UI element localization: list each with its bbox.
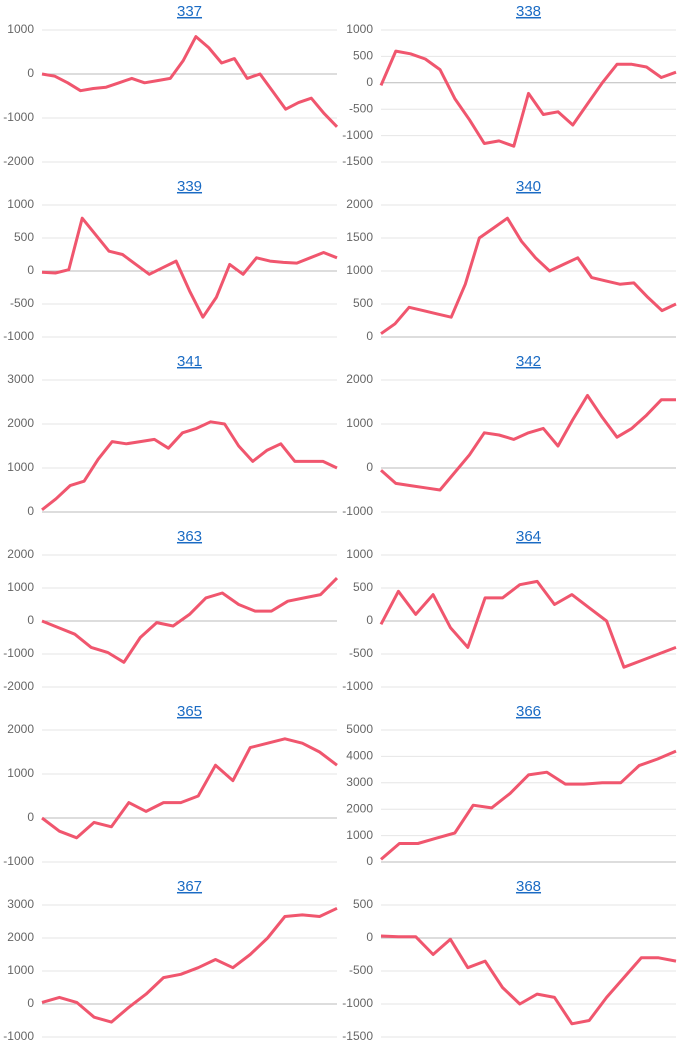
data-line [41,35,339,128]
y-tick-label: 0 [27,613,34,627]
y-tick-label: -1000 [342,996,373,1010]
y-tick-label: -1500 [342,1029,373,1043]
y-tick-label: 1000 [7,766,34,780]
y-tick-label: -500 [10,296,34,310]
chart-title[interactable]: 339 [177,178,202,195]
data-line [41,906,338,1024]
y-tick-label: 0 [27,263,34,277]
y-tick-label: 0 [366,460,373,474]
chart-title[interactable]: 367 [177,878,202,895]
data-line [379,579,677,669]
chart-title[interactable]: 365 [177,703,202,720]
y-tick-label: -1500 [342,154,373,168]
chart-title[interactable]: 340 [516,178,541,195]
chart-title[interactable]: 342 [516,353,541,370]
y-tick-label: 2000 [7,416,34,430]
y-tick-label: 4000 [346,749,373,763]
data-line [41,737,338,840]
y-tick-label: 2000 [7,930,34,944]
chart-title[interactable]: 363 [177,528,202,545]
y-tick-label: 1000 [7,580,34,594]
y-tick-label: -1000 [3,646,34,660]
y-tick-label: 1000 [346,263,373,277]
y-tick-label: 500 [14,230,34,244]
y-tick-label: 3000 [7,372,34,386]
y-tick-label: -1000 [3,329,34,343]
data-line [380,749,677,861]
y-tick-label: 5000 [346,722,373,736]
y-tick-label: 3000 [346,775,373,789]
data-line [41,420,338,511]
y-tick-label: -2000 [3,679,34,693]
chart-title[interactable]: 368 [516,878,541,895]
y-tick-label: 500 [353,897,373,911]
data-line [41,577,339,664]
y-tick-label: 2000 [346,801,373,815]
y-tick-label: 2000 [346,197,373,211]
chart-title[interactable]: 366 [516,703,541,720]
y-tick-label: 1000 [346,22,373,36]
y-tick-label: -1000 [342,504,373,518]
y-tick-label: -500 [349,101,373,115]
y-tick-label: 2000 [7,547,34,561]
data-line [41,216,338,319]
chart-title[interactable]: 337 [177,3,202,20]
y-tick-label: -500 [349,646,373,660]
y-tick-label: 3000 [7,897,34,911]
chart-title[interactable]: 338 [516,3,541,20]
y-tick-label: 2000 [346,372,373,386]
y-tick-label: 1000 [7,963,34,977]
y-tick-label: 500 [353,296,373,310]
y-tick-label: -1000 [342,128,373,142]
y-tick-label: 1000 [7,460,34,474]
data-line [380,393,676,492]
y-tick-label: 0 [27,66,34,80]
y-tick-label: 1000 [346,828,373,842]
y-tick-label: -1000 [342,679,373,693]
y-tick-label: -1000 [3,854,34,868]
y-tick-label: 2000 [7,722,34,736]
y-tick-label: 0 [366,329,373,343]
chart-title[interactable]: 341 [177,353,202,370]
y-tick-label: 1000 [7,22,34,36]
y-tick-label: -500 [349,963,373,977]
y-tick-label: 500 [353,580,373,594]
data-line [380,216,677,335]
y-tick-label: -1000 [3,1029,34,1043]
y-tick-label: 1000 [346,416,373,430]
y-tick-label: 0 [27,504,34,518]
y-tick-label: 1000 [346,547,373,561]
y-tick-label: 500 [353,49,373,63]
y-tick-label: 0 [27,996,34,1010]
y-tick-label: 1500 [346,230,373,244]
chart-title[interactable]: 364 [516,528,541,545]
y-tick-label: 0 [366,854,373,868]
y-tick-label: 0 [27,810,34,824]
y-tick-label: 0 [366,75,373,89]
y-tick-label: 0 [366,930,373,944]
y-tick-label: -1000 [3,110,34,124]
y-tick-label: -2000 [3,154,34,168]
data-line [380,934,677,1026]
data-line [379,49,677,148]
y-tick-label: 1000 [7,197,34,211]
y-tick-label: 0 [366,613,373,627]
